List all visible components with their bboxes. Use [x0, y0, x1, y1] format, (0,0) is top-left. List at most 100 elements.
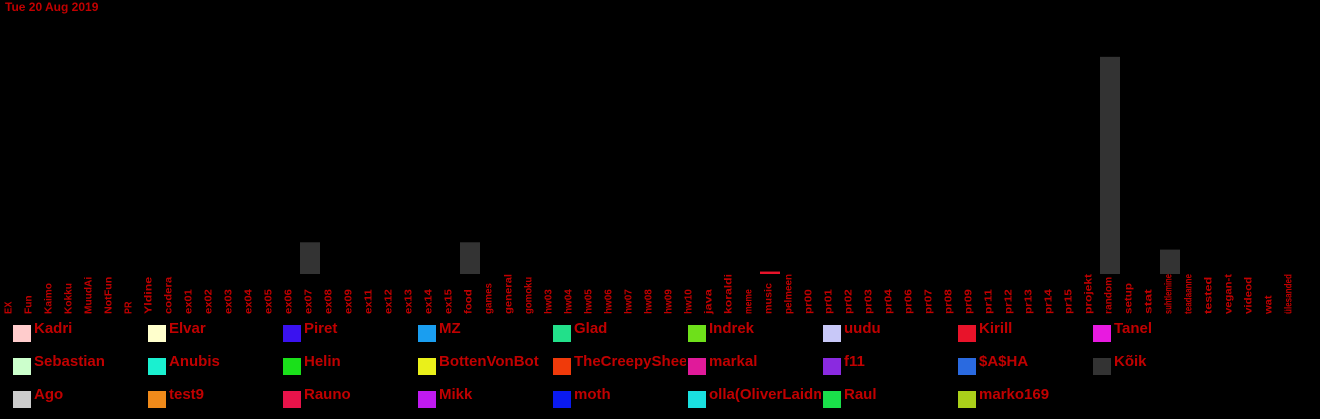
x-tick-label: pr09: [964, 289, 975, 314]
legend-swatch: [823, 358, 841, 375]
x-tick-label: pr13: [1024, 289, 1035, 314]
bar-Kõik-suhtlemine: [1160, 249, 1180, 274]
legend-label: moth: [574, 386, 611, 403]
x-tick-label: pr14: [1044, 289, 1055, 314]
legend-label: Indrek: [709, 320, 755, 337]
legend-label: Mikk: [439, 386, 473, 403]
legend-label: Rauno: [304, 386, 351, 403]
x-tick-label: wat: [1264, 295, 1275, 315]
bar-Kirill-music: [760, 271, 780, 274]
x-tick-label: hw08: [644, 289, 655, 314]
legend-swatch: [13, 325, 31, 342]
legend-label: Piret: [304, 320, 338, 337]
legend-label: Kadri: [34, 320, 73, 337]
legend-swatch: [553, 325, 571, 342]
x-tick-label: ex08: [324, 289, 335, 314]
x-tick-label: hw07: [624, 289, 635, 314]
x-tick-label: teadaanne: [1184, 274, 1195, 314]
x-tick-label: pelmeen: [784, 274, 795, 314]
legend-label: uudu: [844, 320, 881, 337]
legend-label: test9: [169, 386, 205, 403]
legend-swatch: [1093, 358, 1111, 375]
x-tick-label: hw03: [544, 289, 555, 314]
x-tick-label: ex09: [344, 289, 355, 314]
legend-label: Kirill: [979, 320, 1013, 337]
x-tick-label: projekt: [1084, 273, 1095, 314]
x-tick-label: Kokku: [64, 283, 75, 314]
x-tick-label: suhtlemine: [1164, 274, 1175, 314]
x-tick-label: pr15: [1064, 289, 1075, 314]
x-tick-label: hw04: [564, 289, 575, 314]
x-tick-label: pr11: [984, 289, 995, 314]
x-tick-label: Fun: [24, 295, 35, 314]
x-tick-label: pr04: [884, 289, 895, 314]
legend-label: Glad: [574, 320, 608, 337]
x-tick-label: Kaimo: [44, 283, 55, 314]
legend-label: Elvar: [169, 320, 206, 337]
x-tick-label: codera: [164, 276, 175, 314]
x-tick-label: pr00: [804, 289, 815, 314]
x-tick-label: general: [504, 274, 515, 314]
date-label: Tue 20 Aug 2019: [5, 0, 99, 14]
legend-label: markal: [709, 353, 758, 370]
x-tick-label: hw09: [664, 289, 675, 314]
x-tick-label: pr06: [904, 289, 915, 314]
legend-label: Helin: [304, 353, 341, 370]
x-tick-label: ex07: [304, 289, 315, 314]
legend-label: f11: [844, 353, 865, 370]
x-tick-label: hw05: [584, 289, 595, 314]
x-tick-label: gomoku: [524, 277, 535, 314]
x-tick-label: stat: [1144, 288, 1155, 314]
x-tick-label: ex15: [444, 289, 455, 314]
x-tick-label: pr03: [864, 289, 875, 314]
x-tick-label: food: [464, 289, 475, 314]
legend-swatch: [958, 358, 976, 375]
legend-swatch: [1093, 325, 1111, 342]
x-tick-label: vegan-t: [1224, 273, 1235, 314]
x-tick-label: Yldine: [144, 276, 155, 314]
legend-label: TheCreepySheep: [574, 353, 686, 370]
x-tick-label: ex01: [184, 289, 195, 314]
legend-swatch: [283, 325, 301, 342]
x-tick-label: pr08: [944, 289, 955, 314]
x-tick-label: pr01: [824, 289, 835, 314]
legend-swatch: [553, 358, 571, 375]
x-tick-label: PR: [124, 301, 135, 314]
x-tick-label: EX: [4, 301, 15, 314]
x-tick-label: ex04: [244, 289, 255, 314]
bar-Kõik-random: [1100, 56, 1120, 275]
bar-chart: EX Fun Kaimo Kokku MuudAi NotFun PR Yldine coder…: [4, 56, 1295, 316]
x-tick-label: videod: [1244, 277, 1255, 314]
legend-swatch: [283, 358, 301, 375]
x-tick-label: pr12: [1004, 289, 1015, 314]
legend-swatch: [688, 358, 706, 375]
legend-label: Anubis: [169, 353, 220, 370]
legend-label: Raul: [844, 386, 877, 403]
x-tick-label: ex13: [404, 289, 415, 314]
legend-label: Ago: [34, 386, 64, 403]
legend-label: Tanel: [1114, 320, 1153, 337]
legend-label: MZ: [439, 320, 461, 337]
x-tick-label: ex14: [424, 289, 435, 314]
x-tick-label: pr02: [844, 289, 855, 314]
x-tick-label: ex02: [204, 289, 215, 314]
legend-label: BottenVonBot: [439, 353, 539, 370]
x-tick-label: meme: [744, 289, 755, 314]
x-tick-label: ülesanded: [1284, 274, 1295, 314]
legend-label: Kõik: [1114, 353, 1147, 370]
x-tick-label: java: [704, 289, 715, 316]
x-tick-label: koraldi: [724, 274, 735, 314]
x-tick-label: random: [1104, 277, 1115, 314]
x-tick-label: hw06: [604, 289, 615, 314]
legend-swatch: [418, 391, 436, 408]
legend-swatch: [823, 391, 841, 408]
x-tick-label: ex03: [224, 289, 235, 314]
x-tick-label: tested: [1204, 277, 1215, 314]
legend-swatch: [13, 391, 31, 408]
legend-swatch: [13, 358, 31, 375]
x-tick-label: pr07: [924, 289, 935, 314]
bar-Kõik-ex07: [300, 242, 320, 274]
legend-label: Sebastian: [34, 353, 105, 370]
x-tick-label: ex05: [264, 289, 275, 314]
